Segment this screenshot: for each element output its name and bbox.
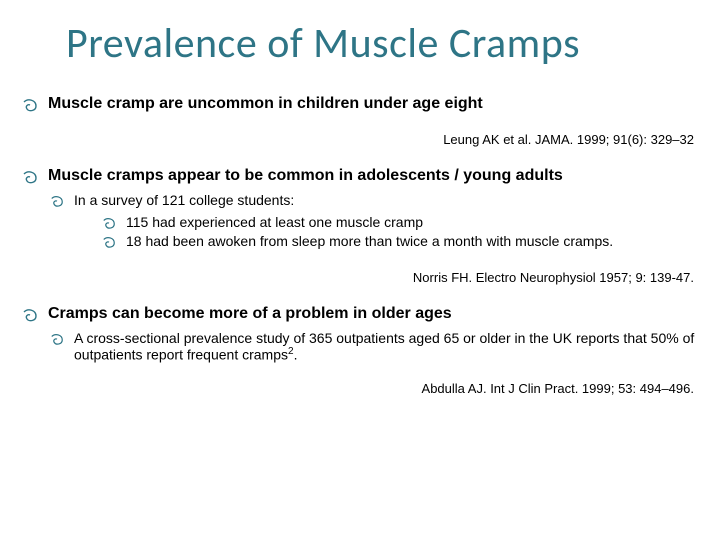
list-item: 18 had been awoken from sleep more than … [102,233,698,250]
sub-text: In a survey of 121 college students: [74,192,294,208]
bullet-list-lvl3: 115 had experienced at least one muscle … [74,214,698,250]
citation-text: Norris FH. Electro Neurophysiol 1957; 9:… [22,270,694,285]
swirl-bullet-icon [22,98,38,114]
sub-item-text: 18 had been awoken from sleep more than … [126,233,613,249]
citation-text: Leung AK et al. JAMA. 1999; 91(6): 329–3… [22,132,694,147]
list-item: In a survey of 121 college students: 115… [50,192,698,252]
bullet-list-lvl1: Cramps can become more of a problem in o… [22,305,698,324]
bullet-list-lvl1: Muscle cramp are uncommon in children un… [22,95,698,114]
section-children: Muscle cramp are uncommon in children un… [22,95,698,147]
bullet-list-lvl1: Muscle cramps appear to be common in ado… [22,167,698,186]
swirl-bullet-icon [22,308,38,324]
list-item: 115 had experienced at least one muscle … [102,214,698,231]
heading-text: Muscle cramp are uncommon in children un… [48,95,483,113]
swirl-bullet-icon [22,170,38,186]
slide: Prevalence of Muscle Cramps Muscle cramp… [0,0,720,540]
section-older-ages: Cramps can become more of a problem in o… [22,305,698,396]
heading-text: Muscle cramps appear to be common in ado… [48,167,563,185]
sub-text: A cross-sectional prevalence study of 36… [74,330,698,363]
swirl-bullet-icon [102,217,116,231]
bullet-list-lvl2: In a survey of 121 college students: 115… [22,192,698,252]
swirl-bullet-icon [50,333,64,347]
list-item: Muscle cramp are uncommon in children un… [22,95,698,114]
list-item: Cramps can become more of a problem in o… [22,305,698,324]
sub-text-trail: . [294,347,298,363]
sub-item-text: 115 had experienced at least one muscle … [126,214,423,230]
bullet-list-lvl2: A cross-sectional prevalence study of 36… [22,330,698,363]
citation-text: Abdulla AJ. Int J Clin Pract. 1999; 53: … [22,381,694,396]
swirl-bullet-icon [50,195,64,209]
heading-text: Cramps can become more of a problem in o… [48,305,452,323]
section-adolescents: Muscle cramps appear to be common in ado… [22,167,698,285]
list-item: A cross-sectional prevalence study of 36… [50,330,698,363]
sub-text-main: A cross-sectional prevalence study of 36… [74,330,694,363]
swirl-bullet-icon [102,236,116,250]
page-title: Prevalence of Muscle Cramps [66,18,698,69]
sub-block: In a survey of 121 college students: 115… [74,192,698,252]
list-item: Muscle cramps appear to be common in ado… [22,167,698,186]
